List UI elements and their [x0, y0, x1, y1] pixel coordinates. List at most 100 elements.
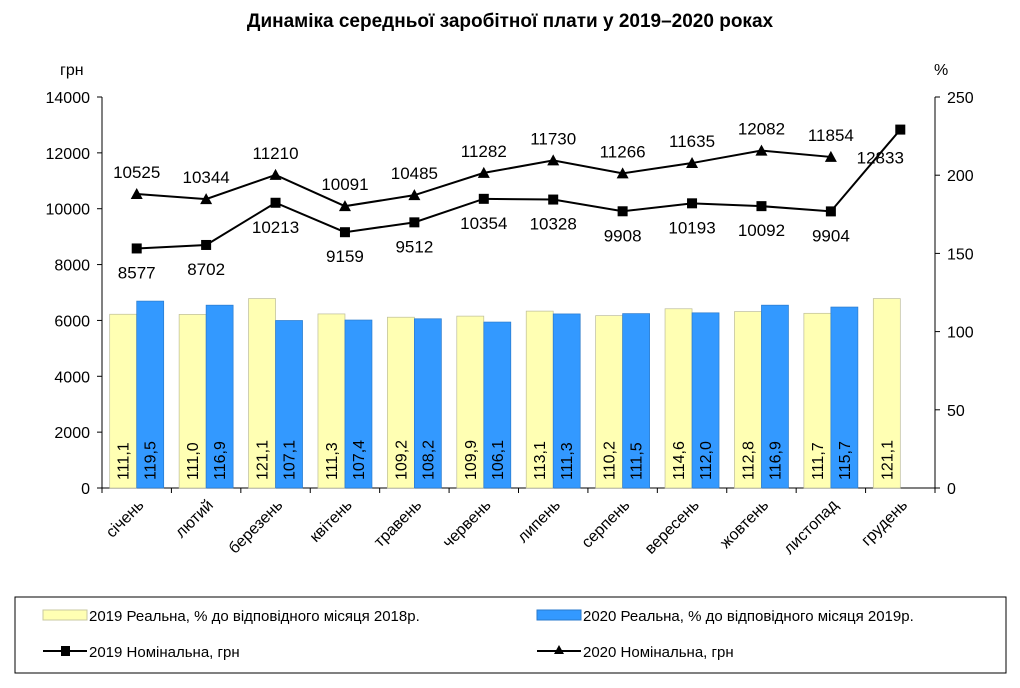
bar-value-label: 115,7	[837, 441, 854, 480]
line-value-label: 10485	[391, 164, 438, 183]
x-tick-label: березень	[226, 497, 287, 558]
bar-value-label: 112,8	[740, 441, 757, 480]
square-marker	[687, 198, 698, 209]
bar-value-label: 111,7	[810, 442, 827, 480]
line-value-label: 10213	[252, 218, 299, 237]
bar-value-label: 111,0	[185, 442, 202, 480]
line-value-label: 10091	[321, 175, 368, 194]
triangle-marker	[408, 189, 421, 201]
left-tick-label: 6000	[54, 313, 90, 330]
line-value-label: 8577	[118, 263, 156, 282]
x-tick-label: лютий	[172, 497, 217, 542]
left-tick-label: 14000	[46, 90, 91, 107]
square-marker	[131, 243, 142, 254]
square-marker	[201, 239, 212, 250]
legend-square-marker-icon	[61, 646, 70, 656]
x-tick-label: червень	[440, 497, 495, 552]
square-marker	[478, 193, 489, 204]
left-tick-label: 12000	[46, 146, 91, 163]
triangle-marker	[616, 167, 629, 179]
x-tick-label: листопад	[781, 496, 842, 557]
square-marker	[895, 124, 906, 135]
bar-value-label: 107,4	[351, 440, 368, 480]
line-value-label: 12833	[857, 149, 904, 168]
bar-2020-real	[622, 313, 650, 489]
bar-2020-real	[344, 319, 373, 489]
bar-value-label: 108,2	[420, 440, 437, 480]
line-2019-nominal	[136, 128, 902, 250]
x-tick-label: серпень	[579, 497, 634, 552]
line-value-label: 11730	[530, 129, 576, 148]
line-value-label: 9904	[812, 226, 850, 245]
legend-label-2019-nominal: 2019 Номінальна, грн	[89, 644, 240, 661]
triangle-marker	[686, 157, 699, 169]
bar-2019-real	[525, 310, 554, 489]
square-marker	[825, 206, 836, 217]
x-tick-label: травень	[371, 497, 425, 551]
bar-value-label: 111,5	[629, 442, 646, 480]
right-tick-label: 250	[947, 90, 974, 107]
bar-value-label: 121,1	[255, 440, 272, 480]
triangle-marker	[200, 193, 213, 205]
triangle-marker	[338, 200, 351, 212]
right-tick-label: 100	[947, 325, 974, 342]
x-tick-label: грудень	[858, 497, 911, 550]
legend-label-2020-nominal: 2020 Номінальна, грн	[583, 644, 734, 661]
bar-value-label: 109,9	[463, 440, 480, 480]
triangle-marker	[269, 168, 282, 180]
bar-value-label: 107,1	[282, 440, 299, 480]
bar-2020-real	[830, 306, 859, 489]
bar-2020-real	[761, 304, 789, 489]
bar-value-label: 111,1	[116, 442, 133, 480]
right-axis-label: %	[934, 62, 948, 79]
line-value-label: 9908	[604, 226, 642, 245]
x-tick-label: квітень	[307, 497, 356, 546]
line-value-label: 11282	[461, 142, 507, 161]
x-tick-label: вересень	[642, 497, 703, 558]
bar-value-label: 121,1	[879, 440, 896, 480]
line-value-label: 10344	[182, 168, 229, 187]
line-value-label: 10092	[738, 221, 785, 240]
legend: 2019 Реальна, % до відповідного місяця 2…	[14, 596, 1007, 674]
triangle-marker	[477, 166, 490, 178]
bar-2019-real	[872, 298, 901, 489]
bar-2020-real	[275, 320, 303, 489]
bar-2019-real	[248, 298, 276, 489]
bar-value-label: 119,5	[143, 441, 160, 480]
left-tick-label: 0	[81, 481, 90, 498]
square-marker	[339, 227, 350, 238]
right-tick-label: 50	[947, 403, 965, 420]
x-tick-label: січень	[103, 497, 148, 542]
triangle-marker	[755, 144, 768, 156]
line-value-label: 8702	[187, 260, 225, 279]
bar-value-label: 113,1	[532, 441, 549, 480]
legend-triangle-marker-icon	[554, 645, 564, 654]
line-value-label: 10525	[113, 163, 160, 182]
bar-value-label: 111,3	[324, 442, 341, 480]
left-axis-label: грн	[60, 62, 84, 79]
left-tick-label: 10000	[46, 202, 91, 219]
line-value-label: 11210	[253, 144, 299, 163]
square-marker	[409, 217, 420, 228]
triangle-marker	[547, 154, 560, 166]
bar-2019-real	[456, 315, 485, 489]
square-marker	[617, 206, 628, 217]
bar-value-label: 116,9	[212, 441, 229, 480]
bar-2020-real	[205, 304, 234, 489]
square-marker	[756, 201, 767, 212]
x-tick-label: липень	[515, 497, 565, 547]
bar-value-label: 111,3	[559, 442, 576, 480]
square-marker	[270, 197, 281, 208]
legend-swatch-2019-real	[42, 609, 88, 621]
line-value-label: 11854	[808, 126, 854, 145]
bar-2020-real	[136, 300, 165, 489]
line-value-label: 11266	[600, 142, 646, 161]
line-value-label: 9159	[326, 247, 364, 266]
triangle-marker	[824, 150, 837, 162]
line-value-label: 10193	[668, 218, 715, 237]
bar-2020-real	[414, 318, 442, 489]
bar-2019-real	[317, 313, 346, 489]
legend-swatch-2020-real	[536, 609, 582, 621]
